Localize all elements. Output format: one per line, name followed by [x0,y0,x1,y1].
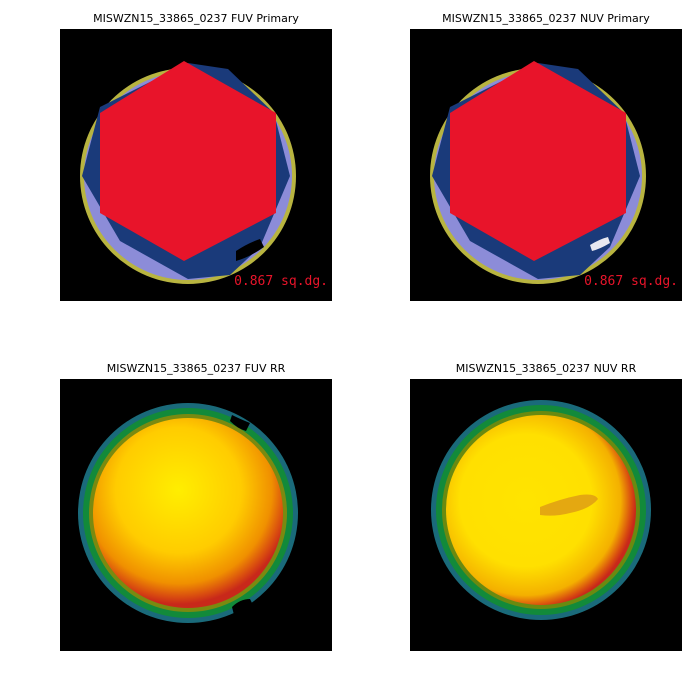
nuv-primary-area-label: 0.867 sq.dg. [584,274,678,289]
nuv-rr-streak [540,494,598,516]
nuv-primary-edge-mark [590,237,610,251]
nuv-rr-panel [410,379,682,651]
fuv-rr-panel [60,379,332,651]
fuv-primary-area-label: 0.867 sq.dg. [234,274,328,289]
fuv-primary-hexagon [100,61,276,261]
fuv-primary-panel: 0.867 sq.dg. [60,29,332,301]
nuv-rr-image [431,400,651,620]
fuv-primary-edge-notch [236,239,264,261]
nuv-primary-hexagon [450,61,626,261]
fuv-rr-top-notch [230,415,250,431]
fuv-primary-image [80,61,296,284]
nuv-primary-title: MISWZN15_33865_0237 NUV Primary [442,12,650,25]
fuv-rr-bottom-notch [232,599,254,615]
fuv-primary-title: MISWZN15_33865_0237 FUV Primary [93,12,299,25]
fuv-rr-response-disk [93,418,283,608]
fuv-rr-image [78,403,298,623]
nuv-rr-title: MISWZN15_33865_0237 NUV RR [455,362,637,375]
nuv-primary-panel: 0.867 sq.dg. [410,29,682,301]
nuv-primary-image [430,61,646,284]
fuv-rr-title: MISWZN15_33865_0237 FUV RR [106,362,286,375]
